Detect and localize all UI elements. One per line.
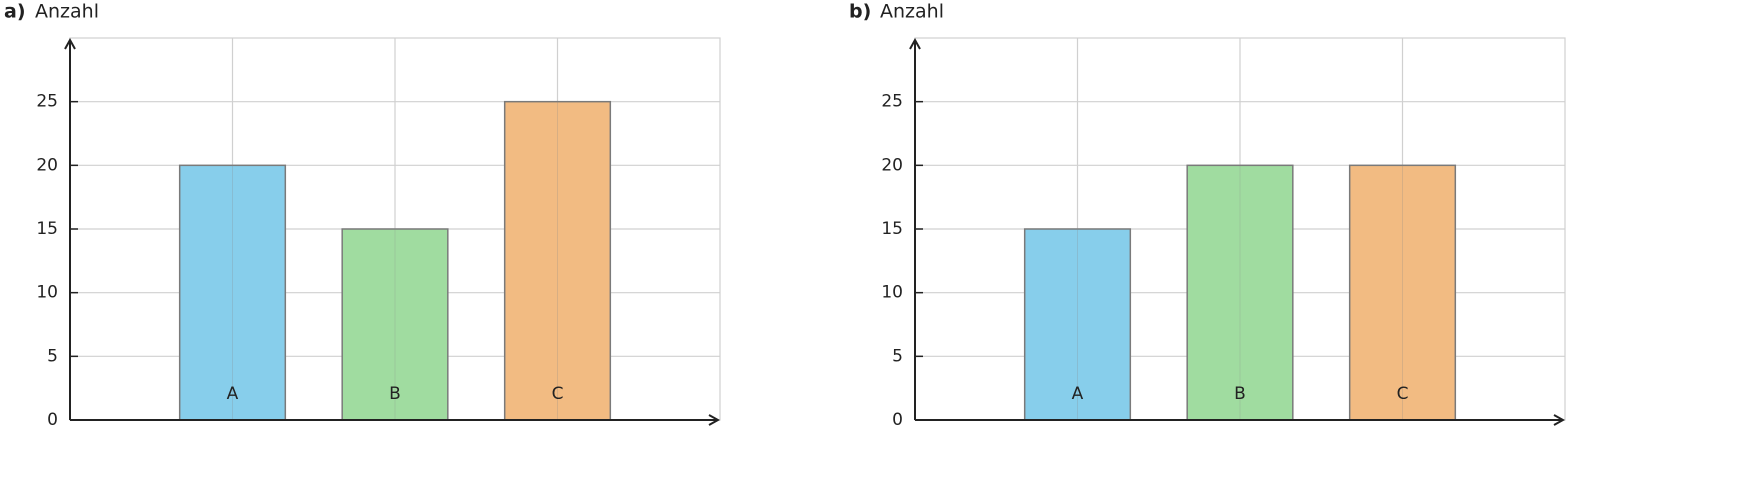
y-tick-label: 10 [36, 283, 58, 303]
y-tick-label: 0 [892, 410, 903, 430]
category-label: B [1234, 384, 1246, 404]
y-tick-label: 5 [47, 346, 58, 366]
category-label: C [552, 384, 564, 404]
y-tick-label: 0 [47, 410, 58, 430]
y-axis-label: Anzahl [35, 1, 99, 23]
y-tick-label: 10 [881, 283, 903, 303]
bar [341, 228, 449, 421]
y-tick-label: 5 [892, 346, 903, 366]
y-tick-label: 15 [881, 219, 903, 239]
y-tick-label: 15 [36, 219, 58, 239]
category-label: A [227, 384, 239, 404]
bar [503, 100, 612, 421]
bar [1023, 228, 1132, 421]
bar [178, 164, 287, 421]
y-tick-label: 20 [881, 155, 903, 175]
y-tick-label: 25 [881, 92, 903, 112]
panel-label: b) [849, 1, 871, 23]
y-tick-label: 25 [36, 92, 58, 112]
y-axis-label: Anzahl [880, 1, 944, 23]
category-label: B [389, 384, 401, 404]
y-tick-label: 20 [36, 155, 58, 175]
panel-label: a) [4, 1, 26, 23]
category-label: A [1072, 384, 1084, 404]
bar [1348, 164, 1457, 421]
category-label: C [1397, 384, 1409, 404]
